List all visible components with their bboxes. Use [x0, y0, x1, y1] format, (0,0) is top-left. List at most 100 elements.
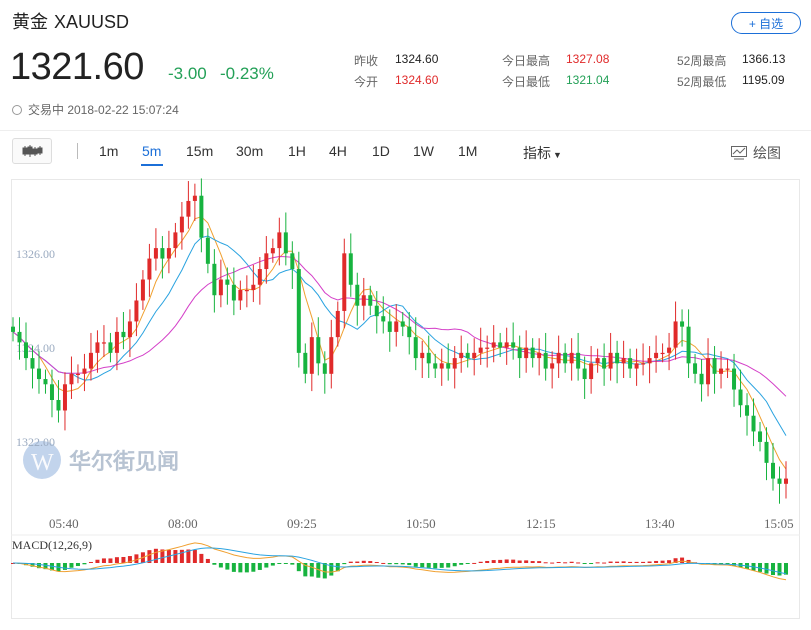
macd-bar: [257, 563, 262, 570]
candle: [75, 364, 80, 384]
macd-bar: [400, 563, 405, 565]
macd-bar: [270, 563, 275, 566]
macd-bar: [160, 549, 165, 563]
candle: [290, 241, 295, 289]
candle: [49, 369, 54, 418]
stat-value-52w-low: 1195.09: [742, 73, 785, 87]
macd-bar: [407, 563, 412, 566]
macd-bar: [49, 563, 54, 571]
timeframe-1mo[interactable]: 1M: [458, 143, 478, 159]
macd-bar: [771, 563, 776, 576]
macd-bar: [374, 562, 379, 564]
candle: [771, 442, 776, 491]
candle: [114, 317, 119, 371]
timeframe-15m[interactable]: 15m: [186, 143, 214, 159]
macd-bar: [504, 559, 509, 563]
draw-button[interactable]: 绘图: [731, 143, 781, 163]
x-tick-label: 05:40: [49, 516, 79, 531]
macd-bar: [316, 563, 321, 578]
macd-bar: [569, 561, 574, 563]
macd-bar: [758, 563, 763, 572]
candle: [153, 228, 158, 271]
stat-value-day-high: 1327.08: [566, 52, 610, 66]
candle: [459, 335, 464, 373]
indicator-dropdown[interactable]: 指标 ▼: [523, 143, 562, 163]
candle: [296, 251, 301, 368]
candle: [101, 325, 106, 358]
timeframe-4h[interactable]: 4H: [329, 143, 347, 159]
macd-bar: [628, 561, 633, 563]
candle: [179, 202, 184, 250]
candle: [11, 317, 15, 342]
candle: [784, 461, 788, 499]
macd-bar: [615, 561, 620, 563]
add-watchlist-button[interactable]: + 自选: [731, 12, 801, 34]
macd-bar: [595, 562, 600, 564]
candle: [654, 335, 659, 373]
x-tick-label: 08:00: [168, 516, 198, 531]
macd-bar: [465, 563, 470, 564]
candle: [569, 338, 574, 381]
macd-bar: [62, 563, 67, 570]
macd-bar: [322, 563, 327, 579]
macd-bar: [387, 563, 392, 565]
candle: [173, 222, 178, 258]
candle: [88, 332, 93, 381]
candle: [361, 277, 366, 321]
candle: [108, 332, 113, 363]
macd-bar: [342, 563, 347, 565]
candle: [452, 346, 457, 389]
stat-label-day-high: 今日最高: [502, 54, 551, 68]
macd-bar: [660, 560, 665, 563]
macd-bar: [173, 550, 178, 563]
macd-bar: [127, 556, 132, 563]
watermark-logo-letter: W: [31, 450, 54, 476]
candle: [498, 332, 503, 358]
candle: [647, 346, 652, 384]
chart-type-button[interactable]: [12, 138, 52, 164]
candle: [23, 322, 28, 371]
macd-label: MACD(12,26,9): [12, 538, 92, 552]
candle: [244, 275, 249, 308]
candle: [127, 309, 132, 358]
timeframe-30m[interactable]: 30m: [236, 143, 264, 159]
candle: [400, 312, 405, 337]
timeframe-5m[interactable]: 5m: [142, 143, 162, 159]
candle: [335, 301, 340, 347]
trading-status-text: 交易中 2018-02-22 15:07:24: [28, 103, 179, 117]
candle: [277, 217, 282, 266]
watermark: W 华尔街见闻: [23, 441, 179, 479]
candle: [758, 422, 763, 452]
candle: [95, 330, 100, 373]
candle: [160, 236, 165, 279]
macd-bar: [420, 563, 425, 568]
candle: [309, 322, 314, 392]
candle: [56, 380, 61, 423]
price-change: -3.00: [168, 64, 207, 83]
candle: [686, 309, 691, 378]
timeframe-1h[interactable]: 1H: [288, 143, 306, 159]
macd-bar: [69, 563, 74, 568]
candle: [582, 356, 587, 399]
stat-value-open: 1324.60: [395, 73, 439, 87]
macd-bar: [348, 561, 353, 563]
timeframe-1m[interactable]: 1m: [99, 143, 119, 159]
candle: [563, 343, 568, 373]
candle: [491, 325, 496, 363]
candle: [147, 243, 152, 297]
macd-bar: [459, 563, 464, 565]
macd-bar: [446, 563, 451, 568]
candle: [342, 238, 347, 329]
macd-bar: [355, 561, 360, 563]
macd-bar: [667, 560, 672, 563]
macd-bar: [602, 562, 607, 564]
macd-bar: [205, 558, 210, 563]
macd-bar: [485, 560, 490, 563]
timeframe-1w[interactable]: 1W: [413, 143, 434, 159]
macd-bar: [777, 563, 782, 576]
macd-bar: [101, 558, 106, 563]
chart-panel[interactable]: [11, 179, 800, 619]
macd-bar: [43, 563, 48, 570]
candle: [69, 356, 74, 399]
timeframe-1d[interactable]: 1D: [372, 143, 390, 159]
